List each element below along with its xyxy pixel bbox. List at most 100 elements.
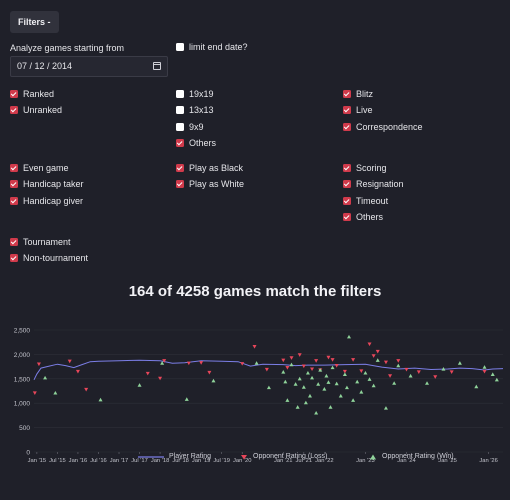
checkbox-box[interactable] (343, 197, 351, 205)
win-point (301, 385, 306, 389)
x-tick-label: Jan '24 (397, 458, 416, 464)
checkbox-box[interactable] (176, 180, 184, 188)
start-date-input[interactable]: 07 / 12 / 2014 (10, 56, 168, 77)
checkbox-box[interactable] (176, 139, 184, 147)
result-others-checkbox[interactable]: Others (343, 212, 383, 222)
legend-label: Opponent Rating (Loss) (253, 453, 328, 460)
checkbox-box[interactable] (343, 106, 351, 114)
handicap-giver-checkbox[interactable]: Handicap giver (10, 196, 83, 206)
live-label: Live (356, 105, 373, 115)
win-point (363, 370, 368, 375)
win-point (324, 373, 329, 378)
checkbox-box[interactable] (10, 90, 18, 98)
calendar-icon[interactable] (153, 62, 161, 70)
size-9x9-checkbox[interactable]: 9x9 (176, 122, 204, 132)
checkbox-box[interactable] (10, 254, 18, 262)
checkbox-box[interactable] (176, 164, 184, 172)
blitz-checkbox[interactable]: Blitz (343, 89, 373, 99)
win-point (346, 334, 351, 339)
checkbox-box[interactable] (343, 123, 351, 131)
correspondence-label: Correspondence (356, 122, 423, 132)
handicap-giver-label: Handicap giver (23, 196, 84, 206)
size-19x19-checkbox[interactable]: 19x19 (176, 89, 214, 99)
win-point (53, 390, 58, 395)
non-tournament-checkbox[interactable]: Non-tournament (10, 253, 88, 263)
y-tick-label: 1,500 (14, 376, 31, 383)
loss-point (285, 365, 290, 370)
win-point (137, 383, 142, 387)
checkbox-box[interactable] (176, 123, 184, 131)
checkbox-box[interactable] (10, 106, 18, 114)
win-point (342, 372, 347, 377)
ranked-checkbox[interactable]: Ranked (10, 89, 54, 99)
loss-point (388, 374, 393, 378)
win-point (254, 361, 259, 365)
checkbox-box[interactable] (343, 213, 351, 221)
tournament-checkbox[interactable]: Tournament (10, 237, 71, 247)
timeout-label: Timeout (356, 196, 389, 206)
loss-point (330, 358, 335, 362)
timeout-checkbox[interactable]: Timeout (343, 196, 388, 206)
checkbox-box[interactable] (10, 164, 18, 172)
play-as-black-checkbox[interactable]: Play as Black (176, 163, 243, 173)
legend-opponent-win[interactable]: Opponent Rating (Win) (369, 453, 454, 460)
loss-point (297, 353, 302, 357)
loss-point (289, 356, 294, 360)
checkbox-box[interactable] (10, 238, 18, 246)
loss-point (162, 359, 167, 363)
scoring-checkbox[interactable]: Scoring (343, 163, 387, 173)
filters-toggle-button[interactable]: Filters - (10, 11, 59, 33)
win-point (316, 382, 321, 386)
legend-player-rating[interactable]: Player Rating (138, 453, 211, 460)
win-point (494, 377, 499, 382)
resignation-checkbox[interactable]: Resignation (343, 179, 404, 189)
loss-point (371, 354, 376, 358)
checkbox-box[interactable] (10, 180, 18, 188)
checkbox-box[interactable] (343, 90, 351, 98)
live-checkbox[interactable]: Live (343, 105, 373, 115)
y-tick-label: 2,500 (14, 328, 31, 335)
win-point (293, 382, 298, 386)
win-point (310, 375, 315, 380)
resignation-label: Resignation (356, 179, 404, 189)
win-point (326, 380, 331, 384)
size-13x13-checkbox[interactable]: 13x13 (176, 105, 214, 115)
loss-point (264, 367, 269, 372)
unranked-checkbox[interactable]: Unranked (10, 105, 62, 115)
x-tick-label: Jul '21 (296, 458, 313, 464)
down-triangle-icon (241, 454, 247, 459)
loss-point (482, 369, 487, 374)
win-point (457, 361, 462, 365)
checkbox-box[interactable] (10, 197, 18, 205)
win-point (334, 381, 339, 386)
win-point (392, 381, 397, 385)
checkbox-box[interactable] (176, 90, 184, 98)
win-point (266, 385, 271, 390)
win-point (371, 383, 376, 388)
correspondence-checkbox[interactable]: Correspondence (343, 122, 423, 132)
handicap-taker-checkbox[interactable]: Handicap taker (10, 179, 84, 189)
legend-opponent-loss[interactable]: Opponent Rating (Loss) (240, 453, 327, 460)
win-point (314, 410, 319, 415)
size-others-checkbox[interactable]: Others (176, 138, 216, 148)
x-tick-label: Jan '22 (315, 458, 334, 464)
win-point (490, 372, 495, 377)
tournament-label: Tournament (23, 237, 71, 247)
win-point (318, 368, 323, 372)
checkbox-box[interactable] (343, 180, 351, 188)
checkbox-box[interactable] (176, 106, 184, 114)
size-13x13-label: 13x13 (189, 105, 214, 115)
even-game-checkbox[interactable]: Even game (10, 163, 69, 173)
line-swatch-icon (138, 455, 164, 458)
win-point (43, 375, 48, 380)
loss-point (67, 359, 72, 364)
y-tick-label: 2,000 (14, 352, 31, 359)
x-tick-label: Jul '17 (131, 458, 148, 464)
play-as-white-checkbox[interactable]: Play as White (176, 179, 244, 189)
checkbox-box[interactable] (343, 164, 351, 172)
win-point (375, 358, 380, 362)
win-point (367, 377, 372, 381)
checkbox-box[interactable] (176, 43, 184, 51)
win-point (184, 397, 189, 401)
limit-end-date-checkbox[interactable]: limit end date? (176, 42, 248, 52)
